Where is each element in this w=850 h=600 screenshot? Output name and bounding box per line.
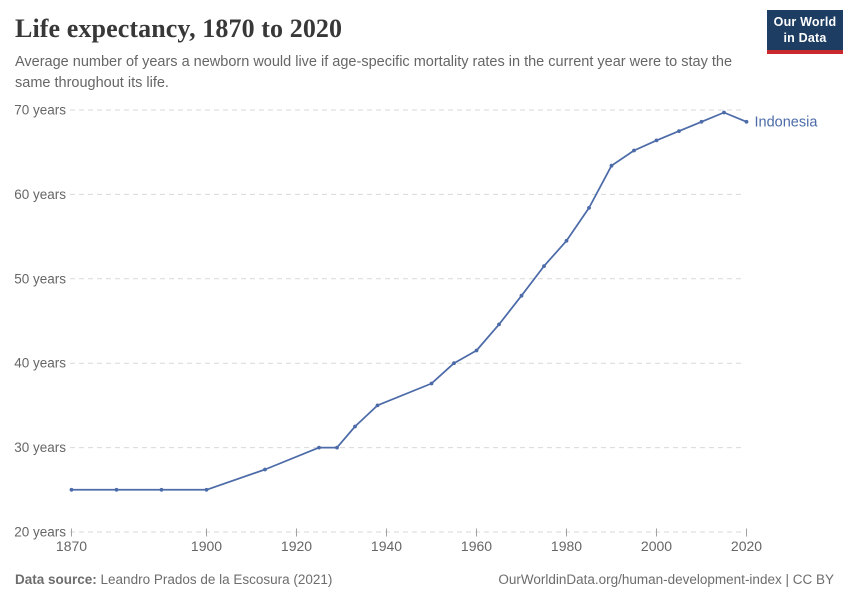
y-axis-tick-label: 40 years (14, 356, 66, 371)
chart-title: Life expectancy, 1870 to 2020 (15, 14, 343, 43)
data-point (159, 487, 164, 492)
y-axis-tick-label: 70 years (14, 103, 66, 118)
data-point (429, 381, 434, 386)
data-point (587, 206, 591, 210)
y-axis-tick-label: 30 years (14, 440, 66, 455)
y-axis-tick-label: 50 years (14, 271, 66, 286)
data-source-label: Data source: (15, 572, 97, 587)
data-point (677, 129, 681, 134)
data-point (632, 148, 636, 153)
data-point (519, 293, 524, 298)
chart-footer: Data source: Leandro Prados de la Escosu… (15, 572, 834, 587)
data-point (335, 445, 339, 450)
x-axis-tick-label: 1900 (191, 538, 222, 554)
data-point (609, 163, 614, 168)
data-point (744, 119, 749, 124)
y-axis-tick-label: 20 years (14, 525, 66, 540)
data-point (497, 322, 501, 327)
data-point (114, 487, 119, 492)
data-point (204, 487, 209, 492)
data-point (69, 487, 74, 492)
data-point (542, 264, 546, 268)
owid-logo: Our World in Data (767, 10, 843, 55)
data-point (317, 445, 321, 450)
x-axis-tick-label: 1920 (281, 538, 312, 554)
x-axis-tick-label: 1870 (56, 538, 87, 554)
data-point (263, 467, 267, 472)
data-source-text: Leandro Prados de la Escosura (2021) (96, 572, 333, 587)
data-point (564, 238, 569, 243)
data-point (452, 361, 456, 366)
x-axis-tick-label: 1940 (371, 538, 402, 554)
data-point (722, 110, 726, 115)
data-point (375, 403, 380, 408)
data-source-note: Data source: Leandro Prados de la Escosu… (15, 572, 332, 587)
data-point (699, 119, 704, 124)
footer-attribution: OurWorldinData.org/human-development-ind… (498, 572, 834, 587)
chart-subtitle: Average number of years a newborn would … (15, 54, 733, 92)
x-axis-tick-label: 2020 (731, 538, 762, 554)
data-point (353, 424, 357, 429)
license-text: | CC BY (781, 572, 834, 587)
series-line-indonesia (71, 111, 747, 491)
x-axis-tick-label: 2000 (641, 538, 672, 554)
owid-logo-line2: in Data (783, 30, 827, 45)
series-end-label[interactable]: Indonesia (755, 114, 819, 130)
data-point (474, 348, 479, 353)
owid-url-link[interactable]: OurWorldinData.org/human-development-ind… (498, 572, 782, 587)
owid-logo-line1: Our World (773, 15, 837, 29)
y-axis-tick-label: 60 years (14, 187, 66, 202)
x-axis-tick-label: 1960 (461, 538, 492, 554)
data-point (654, 138, 659, 143)
x-axis-tick-label: 1980 (551, 538, 582, 554)
